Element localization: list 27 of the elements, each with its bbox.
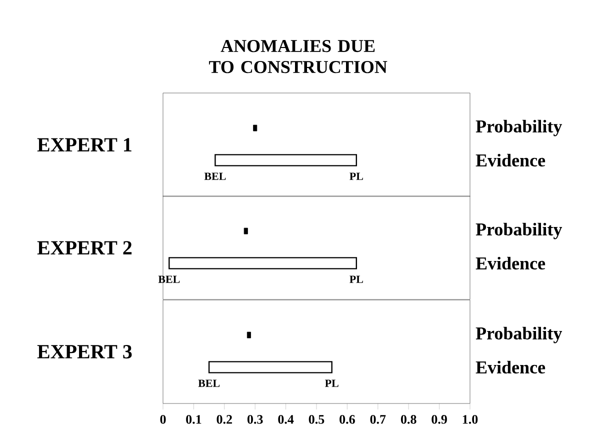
x-tick-label: 0.5 <box>308 415 324 424</box>
x-tick-label: 0.3 <box>247 415 263 424</box>
x-tick-label: 0.9 <box>432 415 447 424</box>
y-axis-title: EXPERT 1 <box>37 138 132 152</box>
y-tick-label: Evidence <box>476 154 546 166</box>
y-axis-title: EXPERT 3 <box>37 345 132 358</box>
x-tick-label: 0.7 <box>370 415 386 424</box>
x-tick-label: 0.6 <box>340 415 355 424</box>
x-tick-label: 0.2 <box>216 415 232 424</box>
annotation: BEL <box>204 172 226 180</box>
annotation: PL <box>350 276 363 283</box>
y-axis-title: EXPERT 2 <box>37 241 132 254</box>
y-tick-label: Probability <box>476 222 562 240</box>
x-tick-label: 0.4 <box>278 415 294 424</box>
annotation: BEL <box>158 276 180 283</box>
chart-title: ANOMALIES DUE TO CONSTRUCTION <box>209 40 388 74</box>
x-tick-label: 0.8 <box>400 415 416 424</box>
y-tick-label: Probability <box>476 326 562 344</box>
y-tick-label: Evidence <box>476 256 546 270</box>
x-tick-label: 1.0 <box>462 415 478 424</box>
x-tick-label: 0.1 <box>186 415 202 424</box>
x-tick-label: 0 <box>160 415 166 424</box>
annotation: PL <box>325 380 338 387</box>
y-tick-label: Probability <box>476 120 562 136</box>
annotation: PL <box>350 172 363 180</box>
y-tick-label: Evidence <box>476 360 546 374</box>
annotation: BEL <box>198 380 220 387</box>
